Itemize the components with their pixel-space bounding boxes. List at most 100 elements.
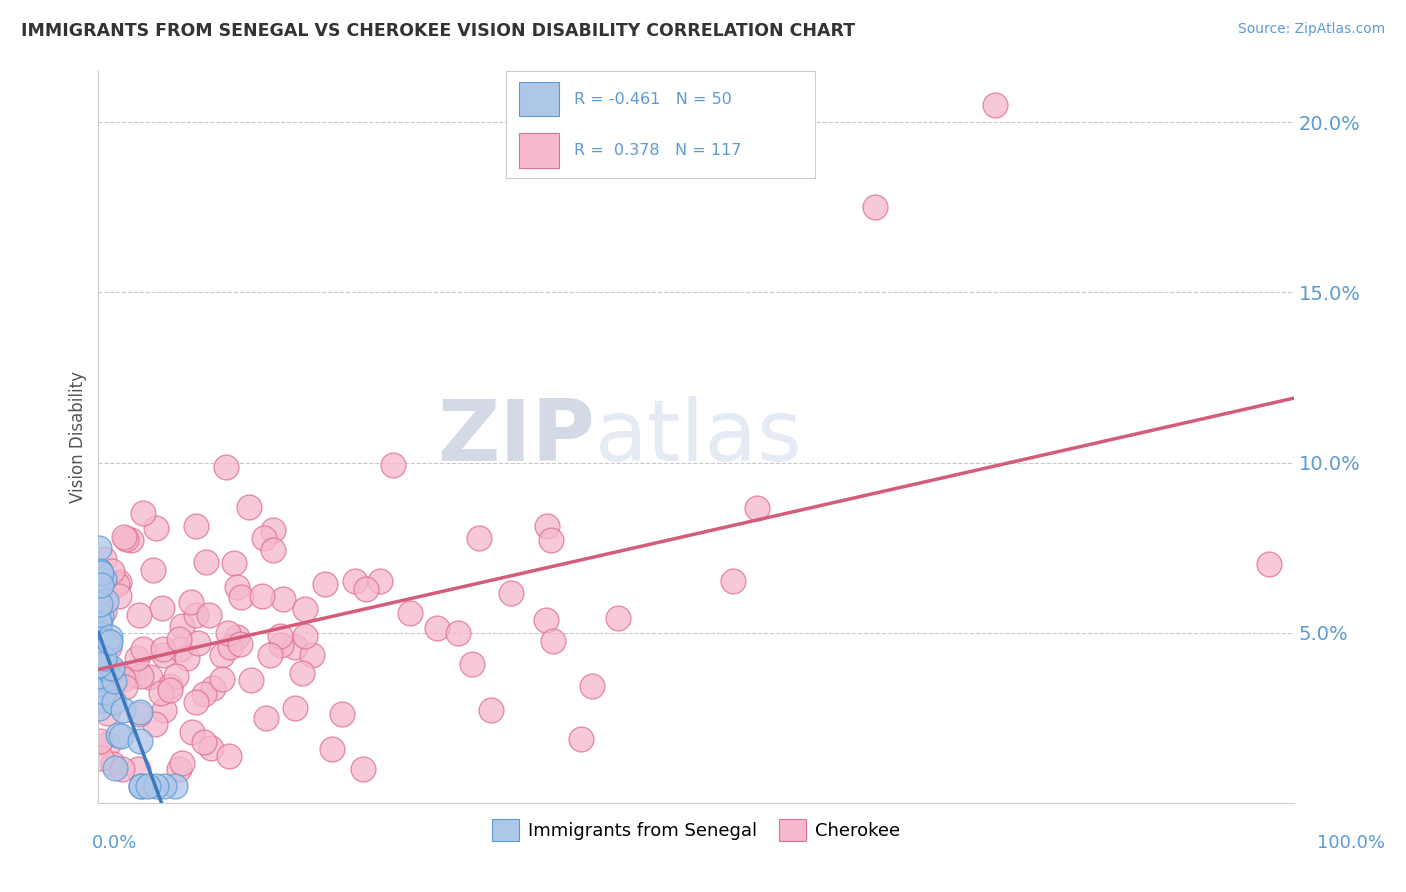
Point: [352, 762, 374, 776]
Point: [90, 750, 112, 764]
Text: 0.0%: 0.0%: [91, 834, 136, 852]
Point: [128, 707, 150, 722]
Point: [150, 601, 173, 615]
Point: [468, 532, 491, 546]
Point: [87, 657, 110, 672]
Point: [321, 742, 343, 756]
Point: [170, 618, 193, 632]
Point: [93, 658, 115, 673]
Point: [91, 675, 114, 690]
FancyBboxPatch shape: [519, 82, 558, 116]
Point: [89, 700, 111, 714]
Point: [229, 591, 252, 605]
Point: [447, 626, 470, 640]
FancyBboxPatch shape: [519, 134, 558, 168]
Point: [167, 762, 190, 776]
Point: [129, 734, 152, 748]
Point: [97, 640, 120, 654]
Point: [534, 613, 557, 627]
Legend: Immigrants from Senegal, Cherokee: Immigrants from Senegal, Cherokee: [485, 812, 907, 848]
Point: [218, 749, 240, 764]
Point: [97, 634, 120, 648]
Point: [90, 639, 112, 653]
Point: [87, 573, 110, 587]
Text: IMMIGRANTS FROM SENEGAL VS CHEROKEE VISION DISABILITY CORRELATION CHART: IMMIGRANTS FROM SENEGAL VS CHEROKEE VISI…: [21, 22, 855, 40]
Point: [159, 679, 181, 693]
Point: [108, 666, 131, 681]
Point: [745, 501, 768, 516]
Point: [89, 564, 111, 578]
Point: [132, 642, 155, 657]
Point: [87, 615, 110, 629]
Point: [93, 650, 115, 665]
Point: [105, 577, 128, 591]
Point: [284, 701, 307, 715]
Point: [142, 563, 165, 577]
Point: [314, 576, 336, 591]
Point: [170, 756, 193, 770]
Point: [262, 542, 284, 557]
Point: [1258, 558, 1281, 572]
Text: atlas: atlas: [595, 395, 803, 479]
Point: [461, 657, 484, 671]
Point: [89, 598, 111, 612]
Point: [90, 578, 112, 592]
Point: [93, 685, 115, 699]
Point: [195, 555, 218, 569]
Point: [271, 591, 294, 606]
Point: [382, 458, 405, 472]
Point: [301, 648, 323, 662]
Point: [225, 581, 247, 595]
Point: [90, 632, 112, 647]
Text: Source: ZipAtlas.com: Source: ZipAtlas.com: [1237, 22, 1385, 37]
Point: [176, 651, 198, 665]
Point: [540, 533, 562, 548]
Point: [607, 611, 630, 625]
Point: [96, 594, 118, 608]
Point: [112, 531, 135, 545]
Point: [89, 648, 111, 662]
Point: [87, 640, 110, 654]
Point: [262, 523, 284, 537]
Point: [122, 668, 145, 682]
Point: [90, 627, 112, 641]
Point: [202, 681, 225, 696]
Point: [165, 779, 187, 793]
Point: [89, 626, 111, 640]
Point: [197, 608, 219, 623]
Point: [229, 637, 252, 651]
Point: [129, 779, 152, 793]
Point: [97, 738, 120, 752]
Point: [94, 661, 117, 675]
Point: [226, 630, 249, 644]
Point: [211, 648, 233, 662]
Point: [87, 608, 110, 623]
Point: [145, 520, 167, 534]
Point: [269, 628, 291, 642]
Point: [180, 594, 202, 608]
Point: [145, 779, 167, 793]
Point: [152, 779, 174, 793]
Point: [89, 672, 111, 686]
Point: [87, 624, 110, 639]
Point: [294, 602, 316, 616]
Point: [89, 641, 111, 656]
Point: [254, 710, 277, 724]
Point: [114, 532, 136, 546]
Point: [87, 541, 110, 556]
Point: [253, 531, 276, 545]
Y-axis label: Vision Disability: Vision Disability: [69, 371, 87, 503]
Point: [129, 779, 152, 793]
Point: [368, 574, 391, 588]
Point: [270, 638, 292, 652]
Point: [111, 762, 134, 776]
Point: [165, 669, 187, 683]
Text: R = -0.461   N = 50: R = -0.461 N = 50: [574, 92, 733, 107]
Point: [150, 685, 173, 699]
Point: [222, 556, 245, 570]
Point: [103, 696, 125, 710]
Text: 100.0%: 100.0%: [1317, 834, 1385, 852]
Point: [184, 607, 207, 622]
Point: [112, 703, 135, 717]
Point: [101, 661, 124, 675]
